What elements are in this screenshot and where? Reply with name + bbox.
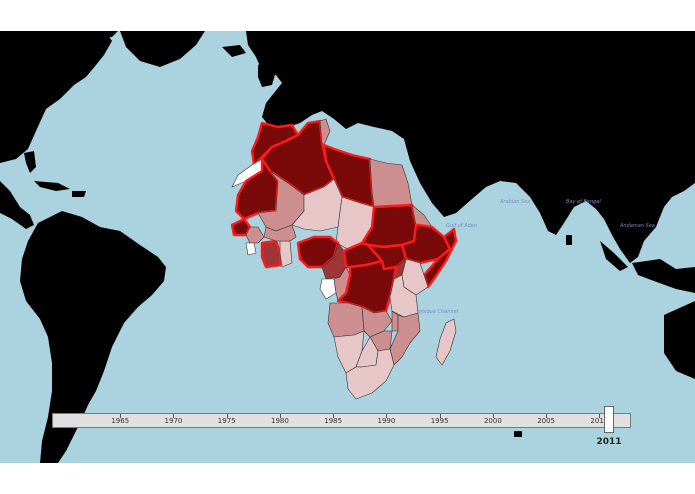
timeline-tick-label: 1985 [324,417,343,425]
indonesia [600,241,628,271]
sea-label: Gulf of Aden [446,223,477,229]
country-angola[interactable]: Angola [327,302,365,338]
timeline-tick-label: 1990 [377,417,396,425]
world-map[interactable]: Bay of Bengal Gulf of Aden Mozambique Ch… [0,31,695,463]
country-zambia[interactable]: Zambia [361,306,393,338]
sea-label: Arabian Sea [499,199,530,205]
eurasia [246,31,695,263]
timeline-tick-label: 2000 [483,417,502,425]
north-america [0,31,112,163]
country-somalia[interactable]: Somalia [422,227,458,289]
map-canvas: Bay of Bengal Gulf of Aden Mozambique Ch… [0,31,695,463]
country-ghana[interactable]: Ghana [279,240,293,268]
south-america [20,211,166,463]
country-cote-divoire[interactable]: Cote d'Ivoire [260,239,282,269]
hispaniola [72,191,86,197]
country-egypt[interactable]: Egypt [369,158,413,208]
country-south-africa[interactable]: South Africa [345,348,395,400]
arctic-islands [90,31,118,39]
sea-label: Bay of Bengal [566,199,601,205]
australia [664,301,695,379]
sri-lanka [566,235,572,245]
timeline-tick-label: 2010 [590,417,609,425]
year-timeline-slider[interactable]: 1965 1970 1975 1980 1985 1990 1995 2000 2005 2010 [52,413,631,428]
timeline-tick-label: 1980 [271,417,289,425]
iceland [222,45,246,57]
florida [24,151,36,173]
africa-choropleth: Morocco Western Sahara Algeria Tunisia L… [230,118,458,400]
country-sierra-leone[interactable]: Sierra Leone [245,242,257,256]
country-tunisia[interactable]: Tunisia [319,118,331,146]
selected-year-label: 2011 [596,437,622,447]
timeline-tick-label: 1975 [217,417,236,425]
greenland [120,31,205,67]
british-isles [258,59,276,87]
timeline-tick-label: 1995 [430,417,449,425]
sea-label: Andaman Sea [619,223,655,229]
country-burkina-faso[interactable]: Burkina Faso [263,224,297,242]
timeline-tick-label: 2005 [537,417,556,425]
country-mozambique[interactable]: Mozambique [389,312,421,366]
country-malawi[interactable]: Malawi [391,310,399,332]
cuba [34,181,70,191]
southeast-asia-islands [632,259,695,293]
sea-label: Mozambique Channel [404,309,459,315]
central-america [0,181,34,229]
timeline-tick-label: 1970 [164,417,183,425]
country-gabon[interactable]: Gabon [319,278,337,300]
timeline-tick-label: 1965 [111,417,130,425]
timeline-handle[interactable] [604,406,614,433]
country-niger[interactable]: Niger [291,178,343,232]
tasmania [514,431,522,437]
country-madagascar[interactable]: Madagascar [435,318,457,366]
